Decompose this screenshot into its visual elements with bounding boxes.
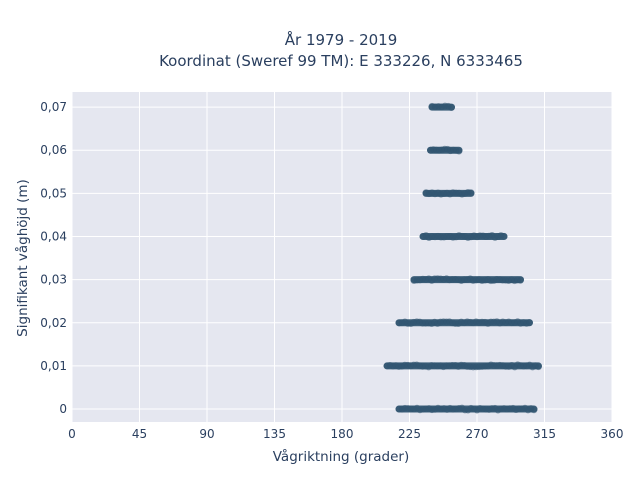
data-point [530,406,538,414]
x-tick-label: 360 [601,427,624,441]
y-tick-label: 0,05 [40,186,67,200]
data-point [448,104,455,112]
x-tick-label: 45 [132,427,147,441]
y-tick-label: 0,07 [40,100,67,114]
y-tick-label: 0,03 [40,273,67,287]
x-tick-label: 180 [331,427,354,441]
x-tick-label: 135 [263,427,286,441]
x-tick-label: 315 [533,427,556,441]
data-point [517,276,524,284]
data-point [535,363,542,371]
y-tick-label: 0,06 [40,143,67,157]
chart-subtitle: Koordinat (Sweref 99 TM): E 333226, N 63… [159,52,523,70]
y-tick-label: 0 [59,402,67,416]
x-axis-ticks: 0 45 90 135 180 225 270 315 360 [68,427,623,441]
x-tick-label: 225 [398,427,421,441]
data-point [526,319,533,326]
x-tick-label: 270 [466,427,489,441]
y-tick-label: 0,01 [40,359,67,373]
x-tick-label: 0 [68,427,76,441]
y-axis-ticks: 0 0,01 0,02 0,03 0,04 0,05 0,06 0,07 [40,100,67,416]
x-tick-label: 90 [199,427,214,441]
x-axis-title: Vågriktning (grader) [273,448,410,465]
y-tick-label: 0,02 [40,316,67,330]
data-points [383,102,542,414]
chart-title: År 1979 - 2019 [285,30,398,49]
data-point [455,147,463,155]
data-point [500,232,508,240]
y-tick-label: 0,04 [40,230,67,244]
data-point [467,189,475,197]
y-axis-title: Signifikant våghöjd (m) [14,179,31,337]
